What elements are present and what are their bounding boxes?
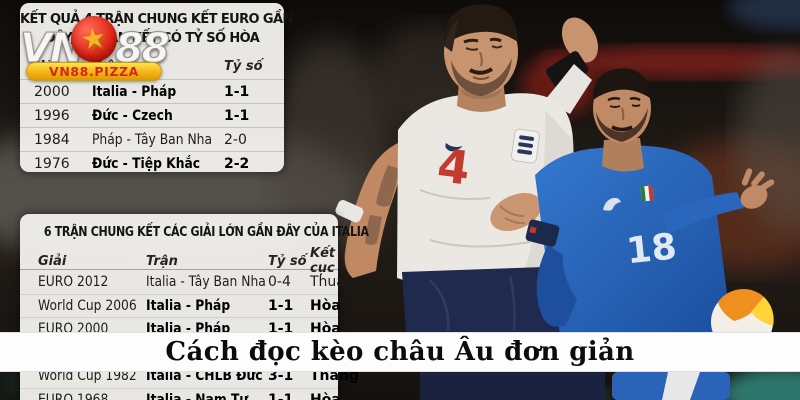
england-crest-icon (511, 128, 540, 164)
england-shirt-number: 4 (435, 138, 473, 195)
cell-year: 2000 (34, 83, 70, 100)
cell-result: Hòa (310, 391, 341, 400)
table-row: 1976 Đức - Tiệp Khắc 2-2 (20, 151, 284, 175)
cell-score: 1-1 (224, 107, 250, 124)
cell-match: Italia - Nam Tư (146, 391, 249, 400)
brand-domain-pill: VN88.PIZZA (26, 62, 162, 81)
cell-tournament: EURO 1968 (38, 391, 109, 400)
column-header-match: Trận (146, 253, 178, 269)
cell-match: Italia - Tây Ban Nha (146, 273, 266, 290)
cell-result: Thắng (310, 368, 359, 385)
cell-result: Hòa (310, 297, 341, 314)
cell-match: Italia - CHLB Đức (146, 368, 263, 385)
table-row: 1984 Pháp - Tây Ban Nha 2-0 (20, 127, 284, 151)
cell-score: 2-2 (224, 155, 250, 172)
nike-swoosh-icon (445, 143, 463, 152)
cell-score: 1-1 (224, 83, 250, 100)
cell-tournament: World Cup 1982 (38, 368, 137, 385)
column-header-row: Giải Trận Tỷ số Kết cục (20, 246, 338, 276)
star-icon: ★ (78, 20, 109, 57)
cell-match: Italia - Pháp (92, 83, 177, 100)
column-header-tournament: Giải (38, 253, 67, 269)
table-row: 1996 Đức - Czech 1-1 (20, 103, 284, 127)
england-player: 4 (335, 4, 599, 333)
england-player-head (443, 4, 518, 96)
italy-player: 18 (525, 68, 775, 333)
table-row: World Cup 2006 Italia - Pháp 1-1 Hòa (20, 293, 341, 318)
italy-shirt-number: 18 (625, 226, 679, 272)
cell-tournament: EURO 2012 (38, 273, 109, 290)
brand-logo: VN ★ 88 VN88.PIZZA (18, 16, 188, 86)
table-row: World Cup 1982 Italia - CHLB Đức 3-1 Thắ… (20, 364, 359, 388)
italia-results-rows: EURO 2012 Italia - Tây Ban Nha 0-4 Thua … (20, 270, 359, 400)
cell-match: Đức - Czech (92, 107, 173, 124)
puma-logo-icon (603, 197, 621, 211)
caption-text: Cách đọc kèo châu Âu đơn giản (165, 337, 635, 367)
cell-match: Đức - Tiệp Khắc (92, 155, 201, 172)
cell-tournament: World Cup 2006 (38, 297, 137, 314)
italy-badge-icon (640, 185, 654, 202)
table-row: EURO 1968 Italia - Nam Tư 1-1 Hòa (20, 387, 341, 400)
panel-title: 6 TRẬN CHUNG KẾT CÁC GIẢI LỚN GẦN ĐÂY CỦ… (43, 225, 369, 240)
cell-year: 1996 (34, 107, 70, 124)
caption-bar: Cách đọc kèo châu Âu đơn giản (0, 332, 800, 372)
italia-results-panel: 6 TRẬN CHUNG KẾT CÁC GIẢI LỚN GẦN ĐÂY CỦ… (20, 214, 369, 400)
cell-match: Italia - Pháp (146, 297, 231, 314)
cell-score: 2-0 (224, 131, 247, 148)
italy-player-head (592, 68, 651, 143)
cell-match: Pháp - Tây Ban Nha (92, 131, 213, 148)
cell-score: 3-1 (268, 368, 294, 385)
euro-results-rows: 2000 Italia - Pháp 1-1 1996 Đức - Czech … (20, 79, 284, 175)
cell-year: 1976 (34, 155, 70, 172)
column-header-score: Tỷ số (268, 253, 307, 269)
cell-score: 0-4 (268, 273, 291, 290)
column-header-result: Kết cục (310, 246, 336, 276)
cell-score: 1-1 (268, 297, 294, 314)
players-legs (420, 372, 730, 400)
table-row: EURO 2012 Italia - Tây Ban Nha 0-4 Thua (20, 270, 345, 294)
cell-score: 1-1 (268, 391, 294, 400)
cell-result: Thua (310, 273, 345, 290)
column-header-score: Tỷ số (224, 58, 263, 74)
cell-year: 1984 (34, 131, 70, 148)
brand-star-circle: ★ (71, 16, 117, 62)
